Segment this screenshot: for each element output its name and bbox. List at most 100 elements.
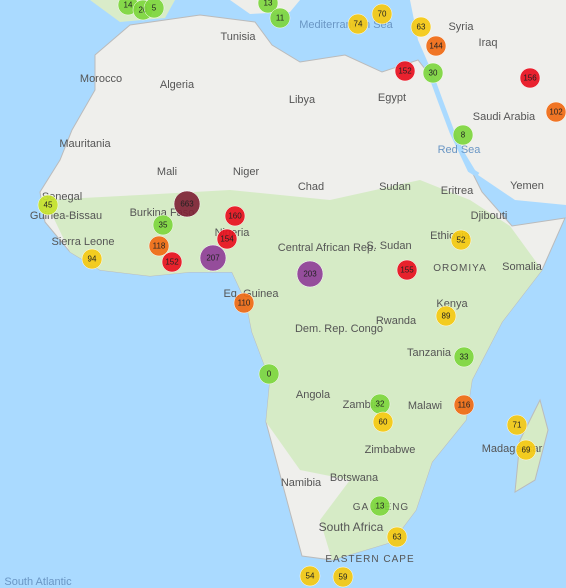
aqi-value: 32 [376,400,385,409]
sea-label: South Atlantic [4,576,72,588]
sea-label: Mediterranean Sea [299,19,393,31]
aqi-marker[interactable] [506,414,528,436]
country-label: Botswana [330,472,379,484]
aqi-marker[interactable] [425,35,447,57]
aqi-marker[interactable] [81,248,103,270]
aqi-value: 5 [152,4,157,13]
aqi-marker[interactable] [386,526,408,548]
aqi-value: 110 [238,299,251,308]
aqi-value: 52 [457,236,466,245]
aqi-marker[interactable] [332,566,354,588]
country-label: Tunisia [220,31,256,43]
aqi-value: 69 [522,446,531,455]
aqi-value: 203 [303,270,317,279]
country-label: Rwanda [376,315,417,327]
country-label: Morocco [80,73,122,85]
country-label: Saudi Arabia [473,111,536,123]
country-label: Sierra Leone [52,236,115,248]
aqi-marker[interactable] [450,229,472,251]
country-label: Malawi [408,400,442,412]
aqi-value: 152 [165,258,179,267]
aqi-marker[interactable] [515,439,537,461]
aqi-value: 207 [206,254,220,263]
country-label: South Africa [319,520,384,534]
aqi-value: 45 [44,201,53,210]
country-label: Tanzania [407,347,452,359]
aqi-marker[interactable] [453,346,475,368]
aqi-value: 154 [220,235,234,244]
country-label: Syria [448,21,474,33]
aqi-marker[interactable] [347,13,369,35]
aqi-value: 156 [523,74,537,83]
aqi-marker[interactable] [152,214,174,236]
aqi-value: 94 [88,255,97,264]
country-label: Algeria [160,79,195,91]
country-label: Libya [289,94,316,106]
aqi-value: 70 [378,10,387,19]
country-label: Namibia [281,477,322,489]
aqi-value: 35 [159,221,168,230]
aqi-marker[interactable] [545,101,566,123]
aqi-value: 20 [139,6,148,15]
aqi-marker[interactable] [422,62,444,84]
red-sea [429,77,480,178]
aqi-marker[interactable] [269,7,291,29]
aqi-marker[interactable] [173,190,201,218]
aqi-value: 89 [442,312,451,321]
aqi-marker[interactable] [371,3,393,25]
aqi-value: 160 [228,212,242,221]
aqi-value: 13 [376,502,385,511]
aqi-value: 14 [124,1,133,10]
region-label: OROMIYA [433,263,486,274]
country-label: S. Sudan [366,240,411,252]
aqi-marker[interactable] [257,0,279,14]
arabia [410,0,566,205]
region-label: EASTERN CAPE [325,554,414,565]
aqi-marker[interactable] [299,565,321,587]
aqi-marker[interactable] [394,60,416,82]
aqi-value: 11 [276,14,285,23]
aqi-value: 152 [398,67,412,76]
green-zone [45,180,542,560]
aqi-marker[interactable] [224,205,246,227]
aqi-marker[interactable] [143,0,165,19]
aqi-marker[interactable] [148,235,170,257]
country-label: Mali [157,166,177,178]
aqi-value: 144 [429,42,443,51]
aqi-marker[interactable] [435,305,457,327]
country-label: Yemen [510,180,544,192]
aqi-value: 155 [400,266,414,275]
aqi-marker[interactable] [233,292,255,314]
aqi-value: 30 [429,69,438,78]
aqi-marker[interactable] [410,16,432,38]
aqi-value: 663 [180,200,194,209]
aqi-value: 0 [267,370,272,379]
aqi-value: 118 [153,242,166,251]
country-label: Niger [233,166,260,178]
aqi-marker[interactable] [37,194,59,216]
aqi-value: 63 [393,533,402,542]
country-label: Eritrea [441,185,474,197]
aqi-marker[interactable] [199,244,227,272]
aqi-value: 54 [306,572,315,581]
aqi-value: 60 [379,418,388,427]
country-label: Dem. Rep. Congo [295,323,383,335]
country-label: Mauritania [59,138,111,150]
aqi-marker[interactable] [258,363,280,385]
aqi-value: 8 [461,131,466,140]
aqi-marker[interactable] [372,411,394,433]
aqi-marker[interactable] [519,67,541,89]
aqi-value: 102 [549,108,563,117]
country-label: Sudan [379,181,411,193]
aqi-marker[interactable] [161,251,183,273]
country-label: Zimbabwe [365,444,416,456]
aqi-marker[interactable] [296,260,324,288]
country-label: Central African Rep. [278,242,376,254]
aqi-marker[interactable] [369,495,391,517]
aqi-marker[interactable] [452,124,474,146]
aqi-marker[interactable] [396,259,418,281]
aqi-marker[interactable] [453,394,475,416]
country-label: Egypt [378,92,406,104]
aqi-marker[interactable] [216,228,238,250]
